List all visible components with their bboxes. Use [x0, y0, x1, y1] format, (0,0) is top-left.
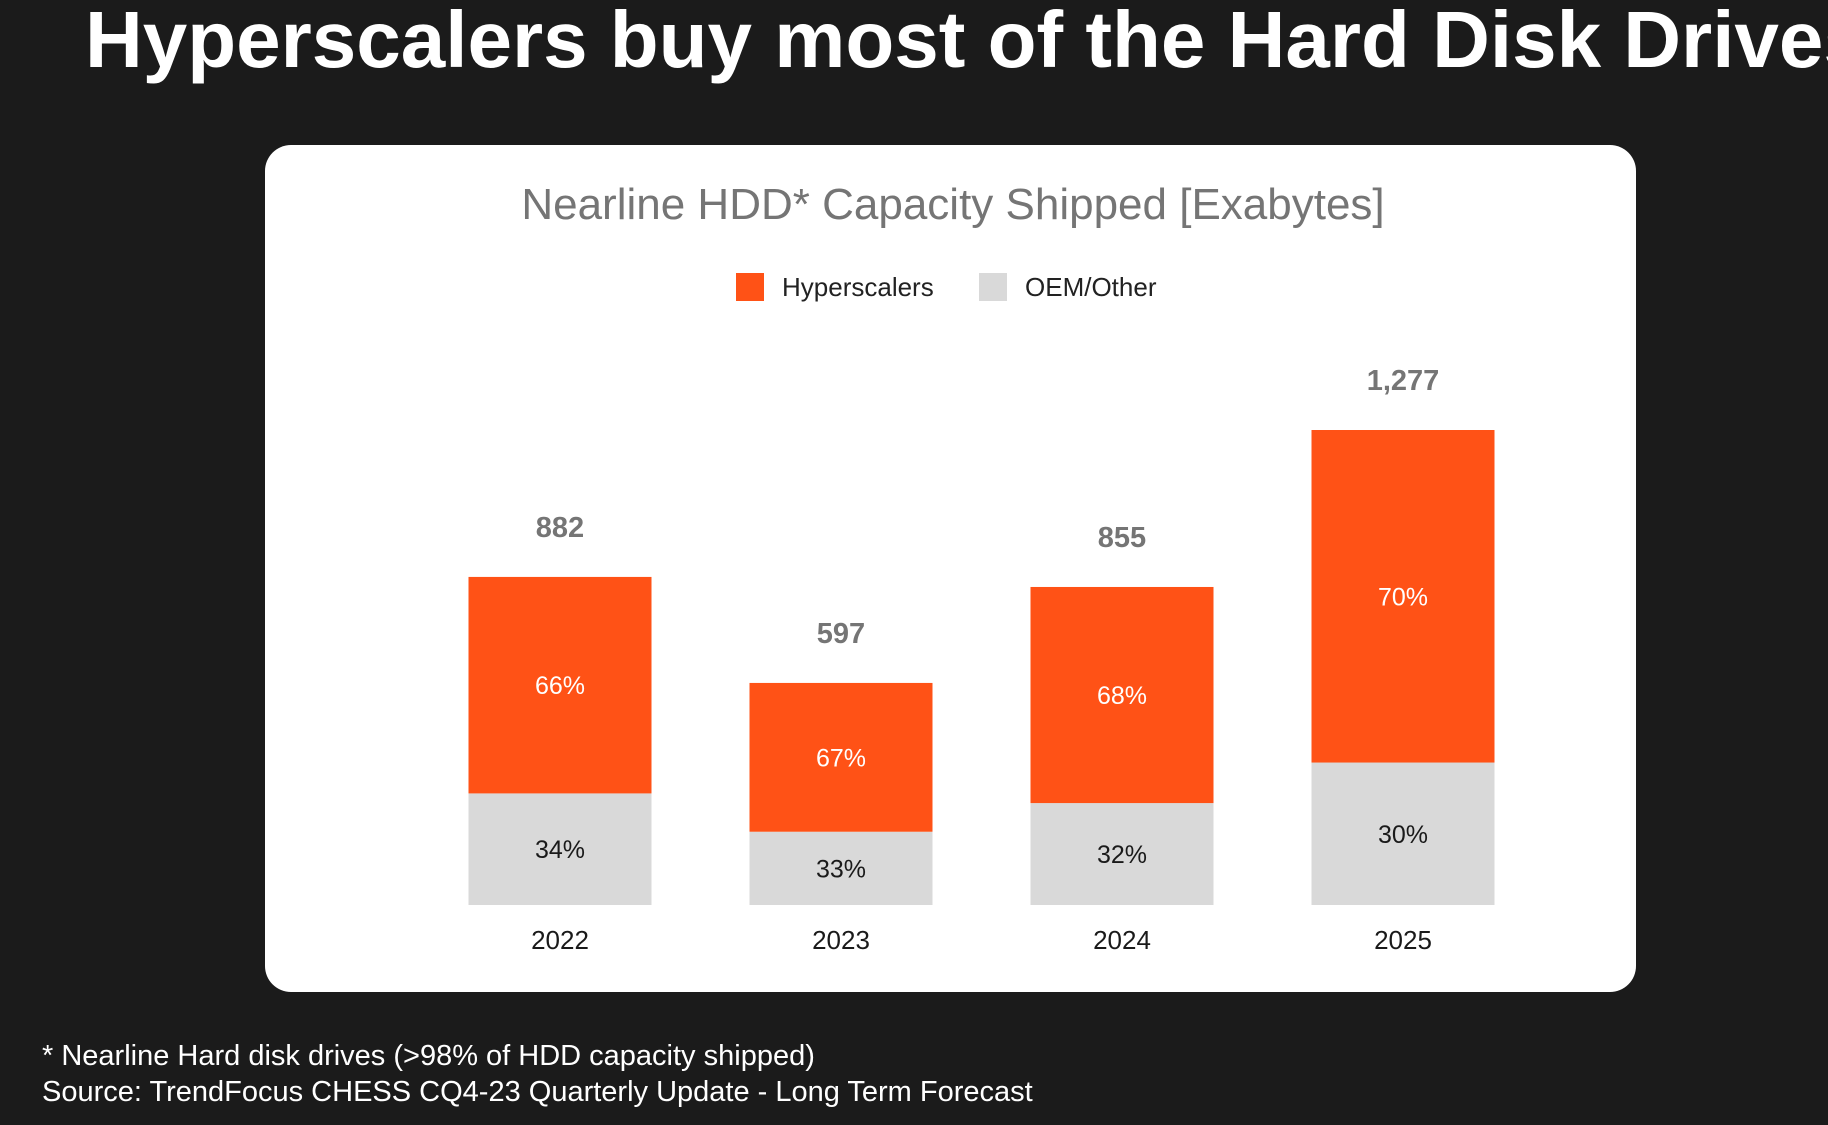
x-tick-label-2023: 2023	[812, 925, 870, 955]
label-total-2025: 1,277	[1367, 365, 1440, 397]
chart-bars: 66% 34% 882 2022 67% 33% 597 2023 68% 32% 855 2024 7…	[468, 365, 1495, 955]
x-tick-label-2025: 2025	[1374, 925, 1432, 955]
bar-oem-other-2022	[468, 793, 652, 905]
chart-legend: Hyperscalers OEM/Other	[736, 272, 1157, 302]
label-oem-other-share-2024: 32%	[1097, 841, 1147, 869]
bar-oem-other-2024	[1030, 803, 1214, 905]
label-total-2023: 597	[817, 618, 865, 650]
x-tick-label-2024: 2024	[1093, 925, 1151, 955]
bar-hyperscalers-2024	[1030, 586, 1214, 804]
legend-label-oem-other: OEM/Other	[1025, 272, 1157, 302]
legend-label-hyperscalers: Hyperscalers	[782, 272, 934, 302]
bar-hyperscalers-2022	[468, 576, 652, 794]
x-tick-label-2022: 2022	[531, 925, 589, 955]
chart-card: Nearline HDD* Capacity Shipped [Exabytes…	[265, 145, 1636, 992]
footnote-definition: * Nearline Hard disk drives (>98% of HDD…	[42, 1040, 815, 1072]
bar-hyperscalers-2023	[749, 682, 933, 832]
footnote-source: Source: TrendFocus CHESS CQ4-23 Quarterl…	[42, 1076, 1033, 1108]
footnotes: * Nearline Hard disk drives (>98% of HDD…	[42, 1038, 1033, 1110]
slide-title: Hyperscalers buy most of the Hard Disk D…	[85, 0, 1828, 84]
bar-hyperscalers-2025	[1311, 430, 1495, 763]
label-total-2022: 882	[536, 512, 584, 544]
label-oem-other-share-2025: 30%	[1378, 821, 1428, 849]
bar-oem-other-2025	[1311, 762, 1495, 905]
label-hyperscalers-share-2025: 70%	[1378, 583, 1428, 611]
label-hyperscalers-share-2024: 68%	[1097, 682, 1147, 710]
label-hyperscalers-share-2023: 67%	[816, 744, 866, 772]
stacked-bar-chart: Nearline HDD* Capacity Shipped [Exabytes…	[468, 180, 1495, 955]
chart-title: Nearline HDD* Capacity Shipped [Exabytes…	[521, 180, 1384, 229]
legend-swatch-oem-other	[979, 273, 1007, 301]
bar-oem-other-2023	[749, 831, 933, 905]
label-total-2024: 855	[1098, 522, 1146, 554]
label-hyperscalers-share-2022: 66%	[535, 672, 585, 700]
label-oem-other-share-2022: 34%	[535, 836, 585, 864]
legend-swatch-hyperscalers	[736, 273, 764, 301]
label-oem-other-share-2023: 33%	[816, 855, 866, 883]
